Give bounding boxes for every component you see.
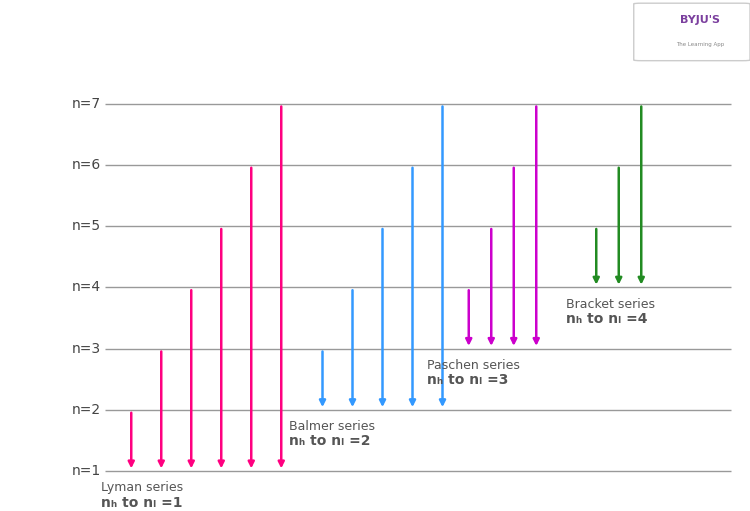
Text: nₕ to nₗ =4: nₕ to nₗ =4: [566, 312, 648, 326]
Text: The Learning App: The Learning App: [676, 42, 724, 47]
FancyBboxPatch shape: [634, 3, 750, 61]
Text: Paschen series: Paschen series: [427, 359, 520, 372]
Text: n=6: n=6: [72, 158, 101, 172]
Text: BYJU'S: BYJU'S: [680, 15, 720, 26]
Text: nₕ to nₗ =1: nₕ to nₗ =1: [101, 496, 183, 509]
Text: nₕ to nₗ =3: nₕ to nₗ =3: [427, 373, 508, 387]
Text: ELECTRON TRANSITIONS FOR THE HYDROGEN ATOM: ELECTRON TRANSITIONS FOR THE HYDROGEN AT…: [19, 21, 590, 40]
Text: n=3: n=3: [72, 342, 101, 356]
FancyBboxPatch shape: [634, 0, 750, 67]
Text: n=1: n=1: [72, 464, 101, 478]
Text: nₕ to nₗ =2: nₕ to nₗ =2: [289, 434, 370, 449]
Text: n=5: n=5: [72, 219, 101, 233]
Text: Lyman series: Lyman series: [101, 481, 183, 495]
Text: Bracket series: Bracket series: [566, 298, 656, 311]
Text: Balmer series: Balmer series: [289, 420, 375, 433]
Text: n=7: n=7: [72, 97, 101, 111]
Text: n=2: n=2: [72, 403, 101, 417]
Text: n=4: n=4: [72, 281, 101, 294]
